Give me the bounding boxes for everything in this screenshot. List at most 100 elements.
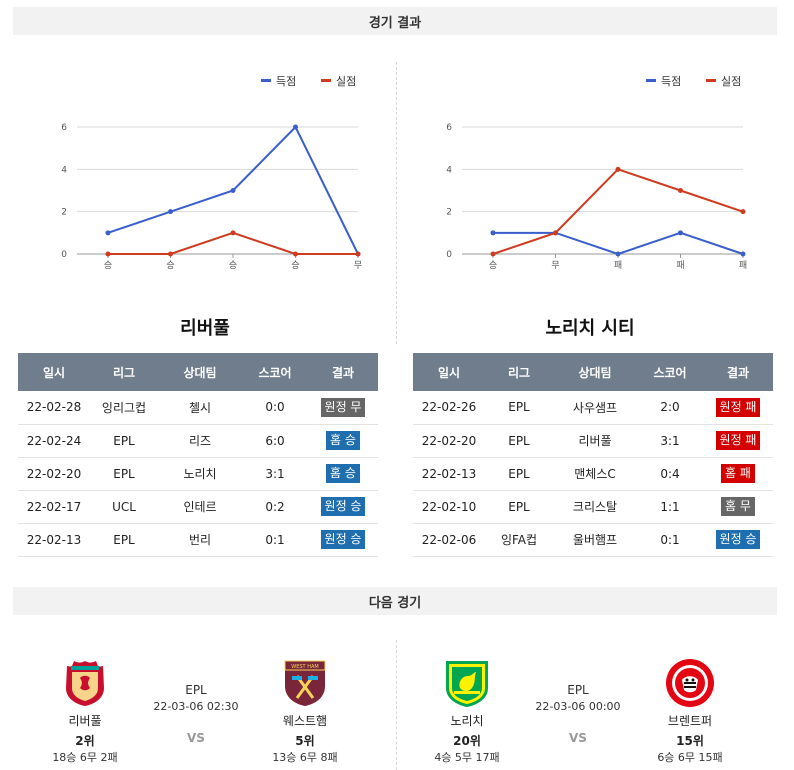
legend-label: 실점 <box>336 75 356 88</box>
cell-league: 잉리그컵 <box>90 391 158 425</box>
left-team-title: 리버풀 <box>180 318 230 339</box>
next-match-1-home-team[interactable]: 리버풀 2위 18승 6무 2패 <box>40 658 130 765</box>
y-tick-label: 4 <box>446 165 452 175</box>
legend-swatch <box>706 79 716 82</box>
cell-league: UCL <box>90 490 158 524</box>
cell-date: 22-02-28 <box>18 391 90 425</box>
cell-date: 22-02-20 <box>413 424 485 458</box>
cell-date: 22-02-26 <box>413 391 485 425</box>
y-tick-label: 6 <box>446 123 452 133</box>
x-tick-label: 승 <box>104 260 112 271</box>
result-badge: 원정 승 <box>715 530 761 549</box>
results-divider <box>396 62 397 344</box>
cell-score: 0:1 <box>242 523 308 557</box>
table-row: 22-02-20 EPL 리버풀 3:1 원정 패 <box>413 424 773 458</box>
column-header: 상대팀 <box>553 353 637 391</box>
x-tick-label: 승 <box>166 260 174 271</box>
data-point <box>740 209 746 215</box>
legend-label: 득점 <box>661 75 681 88</box>
cell-opponent: 첼시 <box>158 391 242 425</box>
cell-league: EPL <box>485 391 553 425</box>
cell-result: 원정 승 <box>308 490 378 524</box>
cell-score: 2:0 <box>637 391 703 425</box>
y-tick-label: 0 <box>61 250 67 260</box>
cell-result: 원정 승 <box>308 523 378 557</box>
data-point <box>230 188 236 193</box>
table-row: 22-02-13 EPL 번리 0:1 원정 승 <box>18 523 378 557</box>
result-badge: 원정 패 <box>715 431 761 450</box>
series-line-0 <box>493 231 744 256</box>
cell-date: 22-02-10 <box>413 490 485 524</box>
table-row: 22-02-20 EPL 노리치 3:1 홈 승 <box>18 457 378 491</box>
cell-date: 22-02-13 <box>18 523 90 557</box>
column-header: 스코어 <box>637 353 703 391</box>
data-point <box>490 230 496 236</box>
vs-label: VS <box>569 731 587 745</box>
table-row: 22-02-26 EPL 사우샘프 2:0 원정 패 <box>413 391 773 425</box>
results-section-title: 경기 결과 <box>13 7 777 35</box>
x-tick-label: 무 <box>551 260 559 271</box>
cell-opponent: 울버햄프 <box>553 523 637 557</box>
cell-score: 3:1 <box>637 424 703 458</box>
vs-label: VS <box>187 731 205 745</box>
legend-swatch <box>321 79 331 82</box>
data-point <box>678 188 683 193</box>
cell-league: 잉FA컵 <box>485 523 553 557</box>
cell-score: 0:1 <box>637 523 703 557</box>
cell-result: 원정 패 <box>703 391 773 425</box>
cell-league: EPL <box>90 457 158 491</box>
data-point <box>230 230 236 236</box>
x-tick-label: 승 <box>291 260 299 271</box>
cell-result: 홈 승 <box>308 457 378 491</box>
next-match-2-home-team[interactable]: 노리치 20위 4승 5무 17패 <box>422 658 512 765</box>
match-league: EPL <box>185 683 207 697</box>
column-header: 결과 <box>703 353 773 391</box>
cell-score: 0:0 <box>242 391 308 425</box>
team-record: 13승 6무 8패 <box>272 751 338 764</box>
column-header: 일시 <box>18 353 90 391</box>
column-header: 스코어 <box>242 353 308 391</box>
cell-opponent: 리버풀 <box>553 424 637 458</box>
next-match-1-away-team[interactable]: WEST HAM 웨스트햄 5위 13승 6무 8패 <box>260 658 350 765</box>
team-record: 6승 6무 15패 <box>657 751 723 764</box>
data-point <box>293 124 298 130</box>
cell-result: 홈 패 <box>703 457 773 491</box>
next-match-2-away-team[interactable]: 브렌트퍼 15위 6승 6무 15패 <box>645 658 735 765</box>
y-tick-label: 2 <box>446 208 452 218</box>
team-rank: 20위 <box>453 734 481 748</box>
brentford-crest-icon <box>665 658 715 708</box>
cell-result: 원정 무 <box>308 391 378 425</box>
data-point <box>615 166 621 172</box>
series-line-1 <box>108 231 358 255</box>
cell-score: 6:0 <box>242 424 308 458</box>
data-point <box>105 251 111 257</box>
right-team-score-chart: 0 2 4 6 승 무 패 패 패 득점 실점 <box>446 75 747 271</box>
cell-result: 홈 무 <box>703 490 773 524</box>
table-row: 22-02-10 EPL 크리스탈 1:1 홈 무 <box>413 490 773 524</box>
next-match-1-info: EPL 22-03-06 02:30 <box>141 683 251 713</box>
table-row: 22-02-28 잉리그컵 첼시 0:0 원정 무 <box>18 391 378 425</box>
cell-league: EPL <box>485 457 553 491</box>
cell-opponent: 크리스탈 <box>553 490 637 524</box>
cell-date: 22-02-06 <box>413 523 485 557</box>
cell-result: 원정 패 <box>703 424 773 458</box>
cell-opponent: 리즈 <box>158 424 242 458</box>
x-tick-label: 무 <box>354 260 362 271</box>
cell-score: 3:1 <box>242 457 308 491</box>
match-league: EPL <box>567 683 589 697</box>
team-record: 18승 6무 2패 <box>52 751 118 764</box>
y-tick-label: 2 <box>61 208 67 218</box>
left-team-chart: 0 2 4 6 승 승 승 승 무 득점 실점 <box>15 60 395 290</box>
result-badge: 홈 승 <box>326 464 360 483</box>
cell-score: 0:2 <box>242 490 308 524</box>
svg-text:WEST HAM: WEST HAM <box>291 664 318 670</box>
team-name: 웨스트햄 <box>282 714 328 728</box>
x-tick-label: 패 <box>676 260 684 271</box>
data-point <box>740 251 746 257</box>
westham-crest-icon: WEST HAM <box>280 658 330 708</box>
legend-swatch <box>261 79 271 82</box>
x-tick-label: 패 <box>739 260 747 271</box>
cell-result: 홈 승 <box>308 424 378 458</box>
result-badge: 원정 패 <box>715 397 761 417</box>
legend-swatch <box>646 79 656 82</box>
